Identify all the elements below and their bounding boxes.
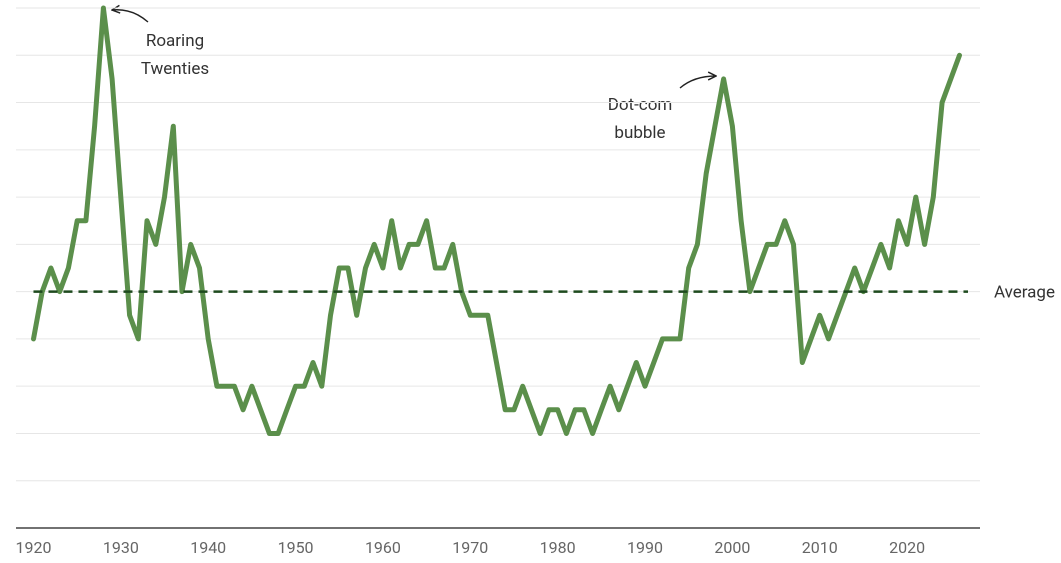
x-tick-label: 2010	[802, 538, 838, 557]
annotation-arrow	[112, 10, 149, 23]
x-tick-label: 1960	[365, 538, 401, 557]
x-tick-label: 1940	[190, 538, 226, 557]
x-tick-label: 1950	[278, 538, 314, 557]
annotation-arrow	[679, 76, 716, 89]
annotation: Roaring	[146, 31, 204, 51]
average-label: Average	[994, 283, 1055, 303]
x-tick-label: 1930	[103, 538, 139, 557]
x-tick-label: 2000	[714, 538, 750, 557]
annotation: bubble	[614, 123, 665, 143]
x-tick-label: 1920	[15, 538, 51, 557]
annotation: Dot-com	[608, 95, 673, 115]
x-tick-label: 1980	[540, 538, 576, 557]
x-tick-label: 2020	[889, 538, 925, 557]
x-tick-label: 1990	[627, 538, 663, 557]
x-tick-label: 1970	[452, 538, 488, 557]
data-line	[31, 5, 962, 436]
annotation: Twenties	[141, 59, 209, 79]
